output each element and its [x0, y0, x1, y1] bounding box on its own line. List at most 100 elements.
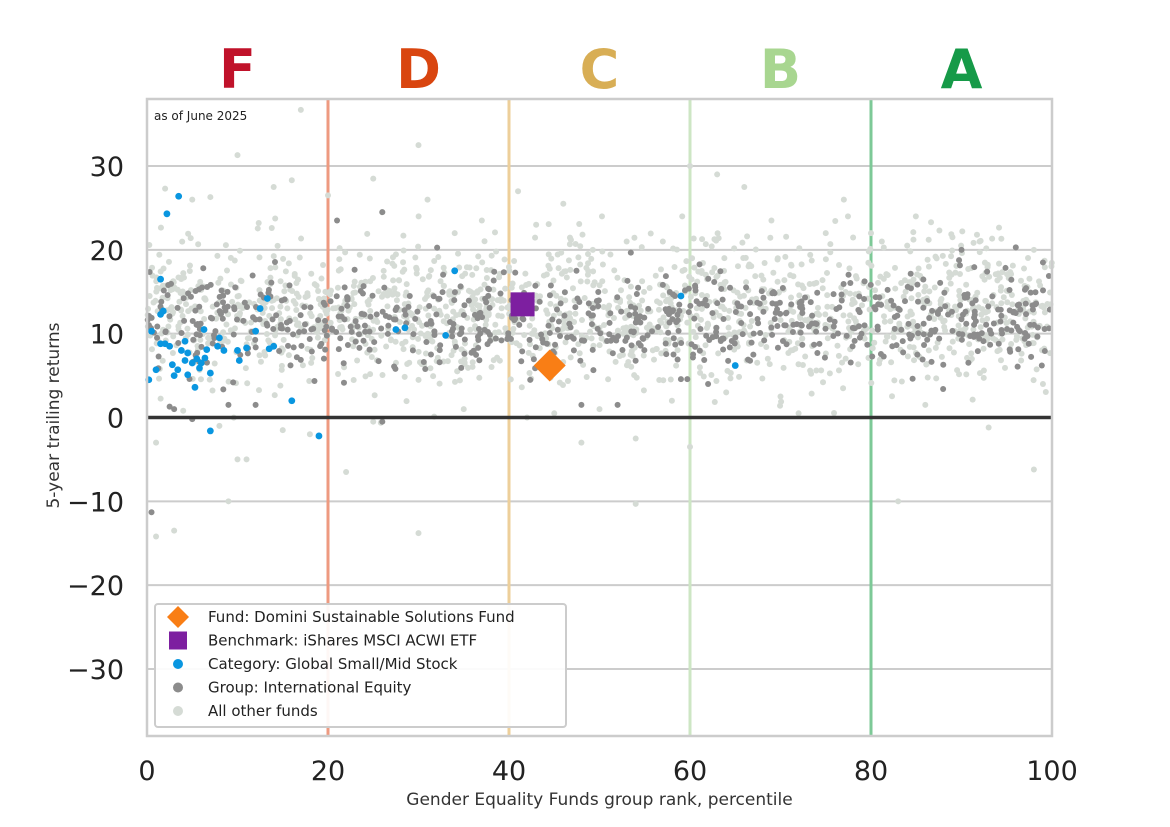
point-all-other-funds — [911, 357, 918, 364]
point-group-international-equity — [297, 356, 304, 363]
point-all-other-funds — [711, 399, 718, 406]
point-all-other-funds — [400, 247, 407, 254]
point-all-other-funds — [806, 281, 813, 288]
point-group-international-equity — [1002, 264, 1009, 271]
point-all-other-funds — [578, 439, 585, 446]
point-group-international-equity — [840, 280, 847, 287]
point-all-other-funds — [673, 246, 680, 253]
point-all-other-funds — [440, 264, 447, 271]
point-all-other-funds — [384, 303, 391, 310]
point-all-other-funds — [175, 323, 182, 330]
point-group-international-equity — [340, 379, 347, 386]
point-all-other-funds — [889, 393, 896, 400]
point-all-other-funds — [577, 243, 584, 250]
point-group-international-equity — [1028, 353, 1035, 360]
point-all-other-funds — [518, 284, 525, 291]
point-group-international-equity — [632, 357, 639, 364]
point-all-other-funds — [282, 268, 289, 275]
point-all-other-funds — [711, 265, 718, 272]
point-group-international-equity — [628, 342, 635, 349]
point-all-other-funds — [379, 372, 386, 379]
point-group-international-equity — [561, 289, 568, 296]
point-group-international-equity — [843, 332, 850, 339]
point-group-international-equity — [225, 401, 232, 408]
point-all-other-funds — [632, 435, 639, 442]
point-all-other-funds — [698, 267, 705, 274]
y-tick-label-10: 10 — [90, 320, 124, 351]
point-group-international-equity — [379, 209, 386, 216]
point-group-international-equity — [748, 339, 755, 346]
point-group-international-equity — [949, 327, 956, 334]
point-all-other-funds — [560, 200, 567, 207]
point-group-international-equity — [298, 342, 305, 349]
point-all-other-funds — [364, 230, 371, 237]
point-group-international-equity — [452, 343, 459, 350]
point-group-international-equity — [926, 315, 933, 322]
point-all-other-funds — [493, 248, 500, 255]
point-all-other-funds — [1018, 357, 1025, 364]
point-group-international-equity — [590, 367, 597, 374]
point-all-other-funds — [231, 257, 238, 264]
point-all-other-funds — [412, 254, 419, 261]
point-group-international-equity — [774, 306, 781, 313]
point-group-international-equity — [335, 346, 342, 353]
point-all-other-funds — [840, 196, 847, 203]
point-category-global-small-mid-stock — [214, 342, 221, 350]
point-all-other-funds — [285, 260, 292, 267]
point-group-international-equity — [434, 244, 441, 251]
point-all-other-funds — [835, 352, 842, 359]
data-points — [144, 106, 1055, 540]
point-all-other-funds — [306, 377, 313, 384]
point-all-other-funds — [261, 348, 268, 355]
point-all-other-funds — [620, 325, 627, 332]
point-all-other-funds — [367, 308, 374, 315]
point-group-international-equity — [451, 297, 458, 304]
point-all-other-funds — [169, 350, 176, 357]
point-all-other-funds — [370, 175, 377, 182]
y-axis-title: 5-year trailing returns — [44, 322, 64, 508]
point-all-other-funds — [380, 267, 387, 274]
point-group-international-equity — [352, 318, 359, 325]
point-all-other-funds — [780, 364, 787, 371]
point-all-other-funds — [1004, 299, 1011, 306]
point-group-international-equity — [806, 323, 813, 330]
point-all-other-funds — [269, 305, 276, 312]
point-all-other-funds — [216, 422, 223, 429]
point-all-other-funds — [747, 323, 754, 330]
point-all-other-funds — [335, 370, 342, 377]
point-group-international-equity — [989, 293, 996, 300]
y-tick-label-0: 0 — [107, 404, 124, 435]
point-group-international-equity — [1025, 340, 1032, 347]
point-all-other-funds — [646, 321, 653, 328]
point-group-international-equity — [655, 324, 662, 331]
point-all-other-funds — [697, 316, 704, 323]
point-all-other-funds — [980, 374, 987, 381]
point-group-international-equity — [609, 350, 616, 357]
point-all-other-funds — [335, 267, 342, 274]
point-all-other-funds — [922, 283, 929, 290]
as-of-note: as of June 2025 — [154, 109, 247, 123]
y-tick-label--20: −20 — [67, 571, 124, 602]
point-group-international-equity — [460, 311, 467, 318]
point-all-other-funds — [379, 293, 386, 300]
point-fund-domini-sustainable-solutions-fund — [533, 349, 566, 382]
point-group-international-equity — [756, 300, 763, 307]
point-group-international-equity — [998, 312, 1005, 319]
point-group-international-equity — [189, 317, 196, 324]
point-all-other-funds — [277, 316, 284, 323]
point-all-other-funds — [898, 378, 905, 385]
point-group-international-equity — [1021, 335, 1028, 342]
point-all-other-funds — [510, 325, 517, 332]
point-all-other-funds — [197, 376, 204, 383]
point-group-international-equity — [552, 341, 559, 348]
point-all-other-funds — [855, 361, 862, 368]
point-all-other-funds — [871, 339, 878, 346]
point-all-other-funds — [698, 291, 705, 298]
point-all-other-funds — [551, 410, 558, 417]
point-group-international-equity — [479, 314, 486, 321]
point-all-other-funds — [368, 353, 375, 360]
point-all-other-funds — [491, 229, 498, 236]
point-all-other-funds — [777, 317, 784, 324]
point-all-other-funds — [924, 256, 931, 263]
point-group-international-equity — [244, 350, 251, 357]
